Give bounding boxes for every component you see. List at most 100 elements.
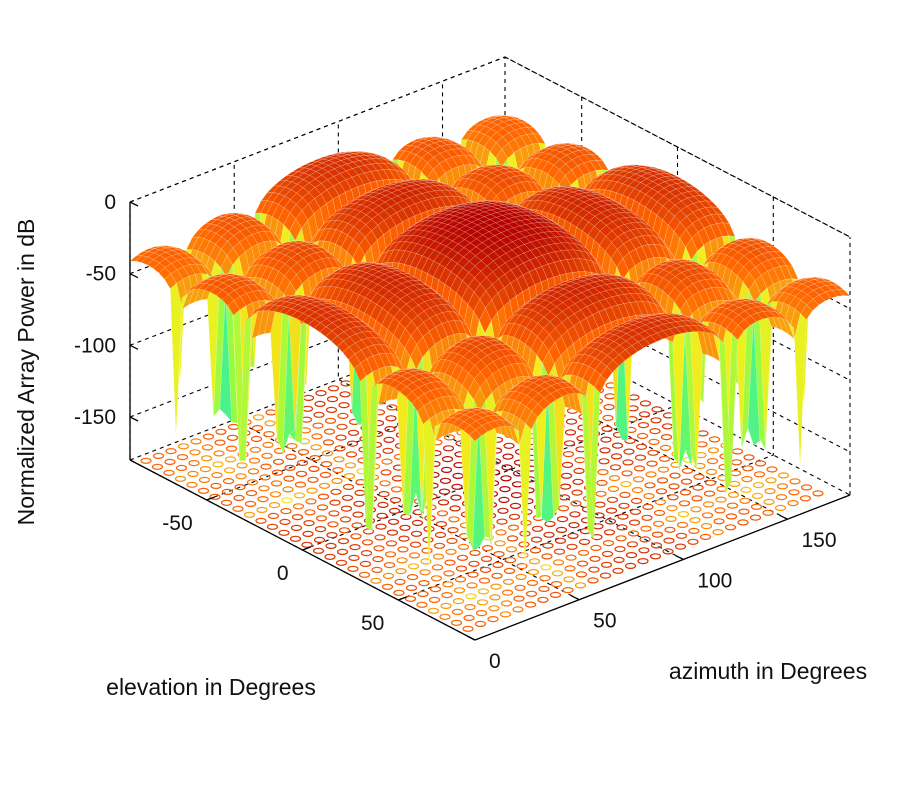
- contour-ring: [344, 462, 357, 469]
- contour-ring: [252, 414, 265, 421]
- contour-ring: [606, 496, 619, 503]
- contour-ring: [566, 543, 578, 550]
- contour-ring: [417, 590, 429, 598]
- contour-ring: [650, 417, 662, 424]
- contour-ring: [265, 409, 277, 416]
- contour-ring: [210, 482, 222, 489]
- contour-ring: [765, 477, 777, 484]
- contour-ring: [312, 422, 324, 429]
- contour-ring: [571, 489, 583, 496]
- contour-ring: [500, 600, 513, 607]
- contour-ring: [573, 467, 585, 474]
- contour-ring: [501, 464, 513, 471]
- contour-ring: [271, 469, 284, 476]
- contour-ring: [569, 511, 581, 518]
- contour-ring: [766, 466, 778, 473]
- contour-ring: [751, 492, 764, 499]
- contour-ring: [307, 476, 319, 483]
- contour-ring: [551, 570, 564, 577]
- contour-ring: [633, 465, 646, 472]
- contour-ring: [479, 566, 492, 573]
- contour-ring: [447, 526, 459, 534]
- contour-ring: [529, 547, 542, 554]
- contour-ring: [621, 470, 633, 477]
- contour-ring: [531, 525, 544, 532]
- contour-ring: [244, 500, 257, 507]
- contour-ring: [694, 462, 706, 469]
- contour-ring: [620, 481, 632, 488]
- contour-ring: [236, 462, 248, 469]
- contour-ring: [630, 497, 643, 504]
- contour-ring: [441, 591, 453, 599]
- contour-ring: [502, 453, 514, 460]
- contour-ring: [451, 608, 464, 616]
- contour-ring: [177, 443, 190, 450]
- contour-ring: [174, 475, 187, 482]
- contour-ring: [434, 531, 447, 539]
- contour-ring: [397, 546, 409, 553]
- contour-ring: [469, 549, 481, 557]
- contour-ring: [505, 546, 518, 553]
- contour-ring: [411, 519, 424, 527]
- contour-ring: [249, 446, 262, 453]
- contour-ring: [562, 586, 574, 594]
- contour-ring: [635, 443, 648, 450]
- contour-ring: [492, 561, 504, 569]
- contour-ring: [530, 536, 543, 543]
- contour-ring: [680, 478, 693, 485]
- contour-ring: [352, 511, 364, 518]
- contour-ring: [282, 486, 294, 493]
- contour-ring: [568, 521, 580, 529]
- contour-ring: [446, 537, 458, 545]
- elevation-tick-label: -50: [162, 512, 192, 535]
- contour-ring: [376, 512, 388, 519]
- contour-ring: [439, 613, 451, 620]
- contour-ring: [396, 557, 408, 564]
- contour-ring: [290, 524, 303, 532]
- contour-ring: [775, 494, 788, 501]
- contour-ring: [165, 448, 177, 455]
- contour-ring: [340, 380, 352, 387]
- contour-ring: [391, 475, 404, 482]
- contour-ring: [416, 601, 428, 608]
- contour-ring: [270, 480, 283, 487]
- contour-ring: [273, 447, 286, 454]
- contour-ring: [624, 562, 637, 570]
- contour-ring: [336, 423, 348, 430]
- contour-ring: [549, 591, 562, 599]
- contour-ring: [601, 550, 614, 558]
- contour-ring: [371, 566, 383, 574]
- contour-ring: [386, 529, 399, 536]
- contour-ring: [385, 540, 398, 547]
- contour-ring: [308, 465, 320, 472]
- contour-ring: [233, 494, 245, 501]
- contour-ring: [347, 565, 359, 572]
- contour-ring: [330, 488, 342, 495]
- contour-ring: [454, 576, 467, 583]
- contour-ring: [676, 521, 689, 529]
- contour-ring: [456, 554, 469, 561]
- contour-ring: [481, 544, 494, 552]
- contour-ring: [669, 472, 681, 479]
- contour-ring: [260, 463, 272, 470]
- contour-ring: [348, 554, 360, 562]
- contour-ring: [404, 595, 417, 602]
- contour-ring: [700, 522, 713, 530]
- contour-ring: [448, 516, 460, 523]
- contour-ring: [442, 445, 455, 452]
- contour-ring: [246, 479, 259, 486]
- contour-ring: [400, 513, 412, 521]
- contour-ring: [200, 455, 213, 462]
- contour-ring: [678, 500, 691, 507]
- contour-ring: [477, 588, 490, 595]
- contour-ring: [508, 513, 521, 520]
- contour-ring: [189, 449, 201, 456]
- contour-ring: [614, 545, 626, 553]
- azimuth-tick-label: 0: [489, 650, 501, 673]
- contour-ring: [487, 615, 499, 623]
- contour-ring: [353, 500, 365, 507]
- contour-ring: [410, 530, 423, 537]
- contour-ring: [226, 434, 239, 441]
- contour-ring: [491, 572, 503, 579]
- contour-ring: [407, 563, 420, 570]
